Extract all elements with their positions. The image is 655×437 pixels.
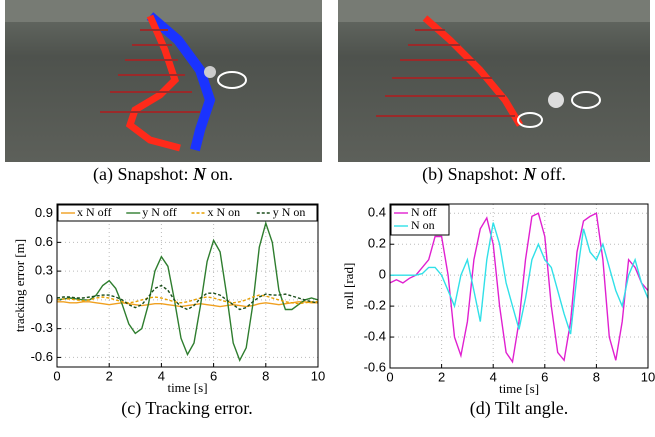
series-line <box>389 212 649 364</box>
plot-area <box>57 204 318 367</box>
plot-frame <box>56 203 319 368</box>
y-axis-label: tracking error [m] <box>12 239 27 332</box>
caption-part: (b) Snapshot: <box>422 164 523 185</box>
caption-part: (a) Snapshot: <box>93 164 193 185</box>
caption-part: N <box>192 164 207 184</box>
series-line <box>56 284 319 311</box>
legend-box <box>57 204 318 222</box>
x-tick-label: 2 <box>438 369 445 384</box>
y-tick-label: 0 <box>379 267 386 282</box>
x-tick-label: 6 <box>210 368 217 383</box>
legend-label: N off <box>411 205 436 219</box>
x-tick-label: 0 <box>53 368 60 383</box>
photo-b <box>338 0 650 162</box>
x-tick-label: 0 <box>386 369 393 384</box>
series-line <box>56 220 319 363</box>
x-tick-label: 8 <box>262 368 269 383</box>
y-tick-label: 0.4 <box>368 205 386 220</box>
legend-label: y N off <box>142 205 176 219</box>
caption-part: (c) Tracking error. <box>121 398 252 419</box>
y-axis-label: roll [rad] <box>341 263 356 310</box>
caption: (a) Snapshot: N on. <box>93 164 233 185</box>
caption-part: on. <box>206 164 233 184</box>
caption: (b) Snapshot: N off. <box>422 164 566 185</box>
photo-a <box>5 0 322 162</box>
y-tick-label: 0.3 <box>35 263 53 278</box>
caption: (d) Tilt angle. <box>470 398 569 419</box>
series-line <box>390 222 649 335</box>
caption-part: off. <box>536 164 566 184</box>
x-tick-label: 6 <box>541 369 548 384</box>
y-tick-label: 0 <box>46 291 53 306</box>
y-tick-label: -0.2 <box>364 298 386 313</box>
legend-box <box>390 204 450 236</box>
series-line <box>57 301 318 308</box>
x-tick-label: 4 <box>158 368 165 383</box>
y-tick-label: -0.4 <box>364 328 386 343</box>
plot-frame <box>389 203 649 369</box>
x-tick-label: 2 <box>106 368 113 383</box>
legend-label: x N off <box>77 205 111 219</box>
y-tick-label: 0.2 <box>368 236 386 251</box>
caption-part: N <box>522 164 537 184</box>
x-tick-label: 4 <box>490 369 497 384</box>
legend-label: N on <box>411 218 435 232</box>
y-tick-label: 0.6 <box>35 234 53 249</box>
y-tick-label: -0.3 <box>31 320 53 335</box>
x-tick-label: 10 <box>641 369 655 384</box>
x-tick-label: 10 <box>311 368 325 383</box>
x-axis-label: time [s] <box>167 380 207 395</box>
y-tick-label: -0.6 <box>364 359 386 374</box>
y-tick-label: 0.9 <box>35 205 53 220</box>
x-tick-label: 8 <box>593 369 600 384</box>
caption-part: (d) Tilt angle. <box>470 398 569 419</box>
charts: -0.6 -0.3 0 0.3 0.6 0.9 0 2 4 6 8 10 time [s] trackin… <box>12 203 655 396</box>
legend: x N off y N off x N on y N on <box>57 204 318 222</box>
y-tick-label: -0.6 <box>31 349 53 364</box>
x-axis-label: time [s] <box>499 381 539 396</box>
legend-label: x N on <box>208 205 241 219</box>
legend-label: y N on <box>273 205 306 219</box>
caption: (c) Tracking error. <box>121 398 252 419</box>
